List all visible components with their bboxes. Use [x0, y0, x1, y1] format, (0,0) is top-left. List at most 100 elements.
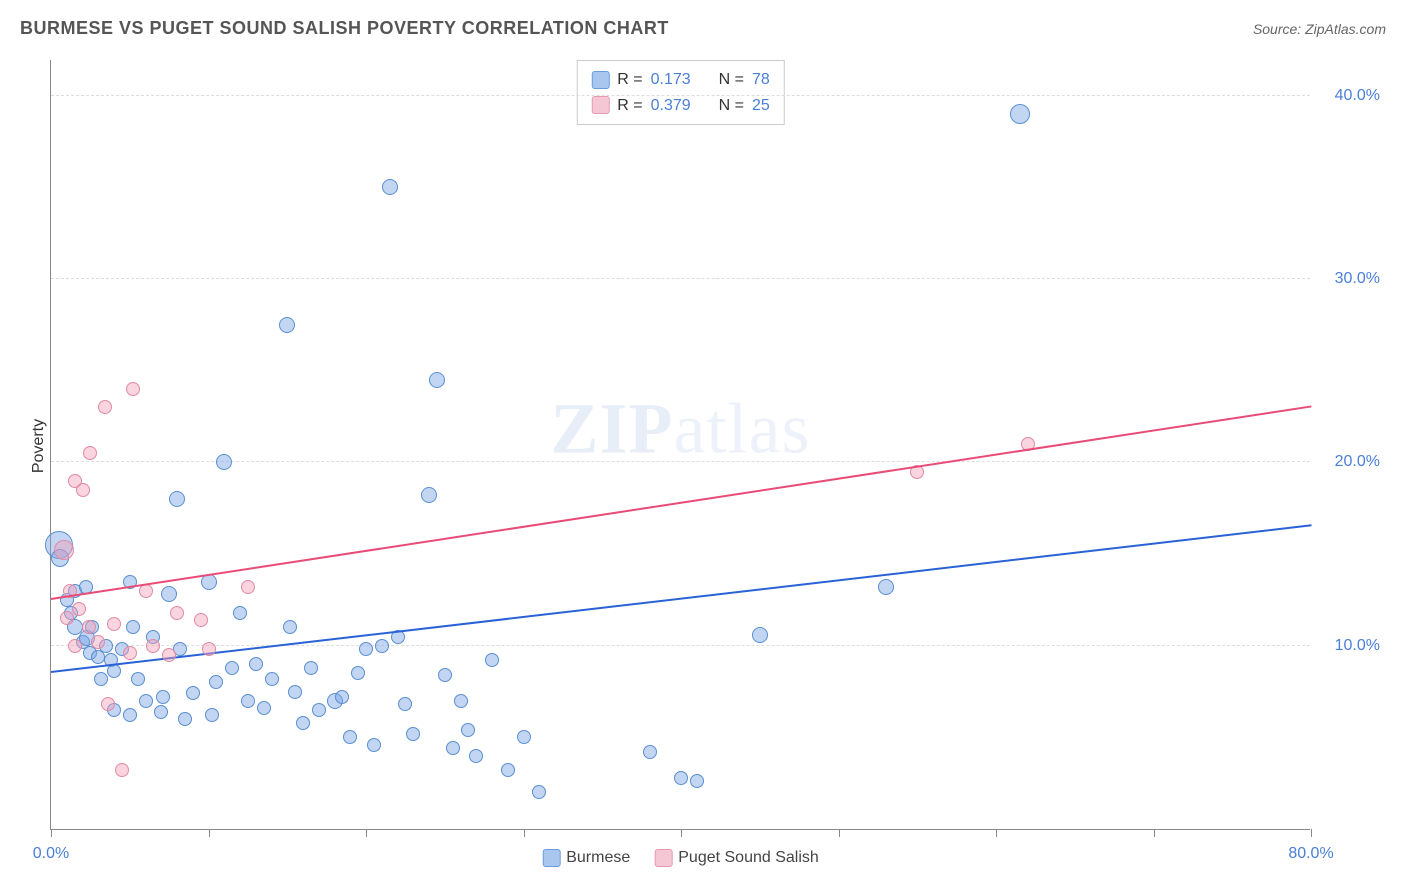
legend-label: Puget Sound Salish: [678, 849, 819, 867]
y-tick-label: 10.0%: [1320, 637, 1380, 655]
data-point: [279, 317, 295, 333]
data-point: [91, 635, 105, 649]
scatter-plot-area: ZIPatlas R =0.173N =78R =0.379N =25 Burm…: [50, 60, 1310, 830]
data-point: [98, 400, 112, 414]
chart-title: BURMESE VS PUGET SOUND SALISH POVERTY CO…: [20, 18, 669, 39]
data-point: [283, 620, 297, 634]
legend-swatch-icon: [591, 96, 609, 114]
r-value: 0.173: [651, 67, 701, 93]
data-point: [202, 642, 216, 656]
legend-item: Burmese: [542, 849, 630, 867]
data-point: [76, 483, 90, 497]
n-label: N =: [719, 93, 744, 119]
data-point: [359, 642, 373, 656]
gridline: [51, 278, 1310, 279]
y-tick-label: 30.0%: [1320, 270, 1380, 288]
gridline: [51, 95, 1310, 96]
data-point: [139, 694, 153, 708]
data-point: [382, 179, 398, 195]
data-point: [469, 749, 483, 763]
data-point: [343, 730, 357, 744]
data-point: [209, 675, 223, 689]
legend-swatch-icon: [591, 71, 609, 89]
data-point: [532, 785, 546, 799]
data-point: [241, 580, 255, 594]
data-point: [115, 763, 129, 777]
data-point: [241, 694, 255, 708]
y-tick-label: 20.0%: [1320, 453, 1380, 471]
x-tick: [366, 829, 367, 837]
data-point: [72, 602, 86, 616]
source-attribution: Source: ZipAtlas.com: [1253, 21, 1386, 37]
data-point: [257, 701, 271, 715]
data-point: [82, 620, 96, 634]
data-point: [156, 690, 170, 704]
data-point: [429, 372, 445, 388]
data-point: [205, 708, 219, 722]
legend-swatch-icon: [542, 849, 560, 867]
n-label: N =: [719, 67, 744, 93]
data-point: [367, 738, 381, 752]
data-point: [690, 774, 704, 788]
data-point: [83, 446, 97, 460]
r-label: R =: [617, 93, 642, 119]
data-point: [517, 730, 531, 744]
data-point: [398, 697, 412, 711]
data-point: [752, 627, 768, 643]
data-point: [878, 579, 894, 595]
data-point: [107, 664, 121, 678]
gridline: [51, 461, 1310, 462]
data-point: [233, 606, 247, 620]
r-label: R =: [617, 67, 642, 93]
data-point: [406, 727, 420, 741]
data-point: [162, 648, 176, 662]
data-point: [446, 741, 460, 755]
series-legend: Burmese Puget Sound Salish: [542, 849, 819, 867]
data-point: [161, 586, 177, 602]
data-point: [485, 653, 499, 667]
data-point: [288, 685, 302, 699]
data-point: [126, 620, 140, 634]
data-point: [501, 763, 515, 777]
legend-swatch-icon: [654, 849, 672, 867]
data-point: [123, 708, 137, 722]
data-point: [421, 487, 437, 503]
x-tick-label: 0.0%: [33, 845, 69, 863]
x-tick: [839, 829, 840, 837]
x-tick: [1154, 829, 1155, 837]
r-value: 0.379: [651, 93, 701, 119]
data-point: [335, 690, 349, 704]
data-point: [194, 613, 208, 627]
x-tick: [524, 829, 525, 837]
data-point: [170, 606, 184, 620]
trend-line: [51, 525, 1311, 674]
y-tick-label: 40.0%: [1320, 87, 1380, 105]
y-axis-label: Poverty: [30, 419, 48, 473]
data-point: [296, 716, 310, 730]
data-point: [265, 672, 279, 686]
data-point: [68, 639, 82, 653]
n-value: 25: [752, 93, 770, 119]
correlation-legend: R =0.173N =78R =0.379N =25: [576, 60, 784, 125]
data-point: [216, 454, 232, 470]
data-point: [461, 723, 475, 737]
data-point: [94, 672, 108, 686]
data-point: [186, 686, 200, 700]
data-point: [126, 382, 140, 396]
data-point: [674, 771, 688, 785]
data-point: [146, 639, 160, 653]
data-point: [351, 666, 365, 680]
legend-row: R =0.173N =78: [591, 67, 769, 93]
data-point: [249, 657, 263, 671]
legend-label: Burmese: [566, 849, 630, 867]
data-point: [123, 646, 137, 660]
data-point: [101, 697, 115, 711]
data-point: [304, 661, 318, 675]
data-point: [1010, 104, 1030, 124]
data-point: [178, 712, 192, 726]
x-tick: [681, 829, 682, 837]
data-point: [60, 611, 74, 625]
watermark: ZIPatlas: [551, 388, 811, 471]
data-point: [312, 703, 326, 717]
data-point: [375, 639, 389, 653]
